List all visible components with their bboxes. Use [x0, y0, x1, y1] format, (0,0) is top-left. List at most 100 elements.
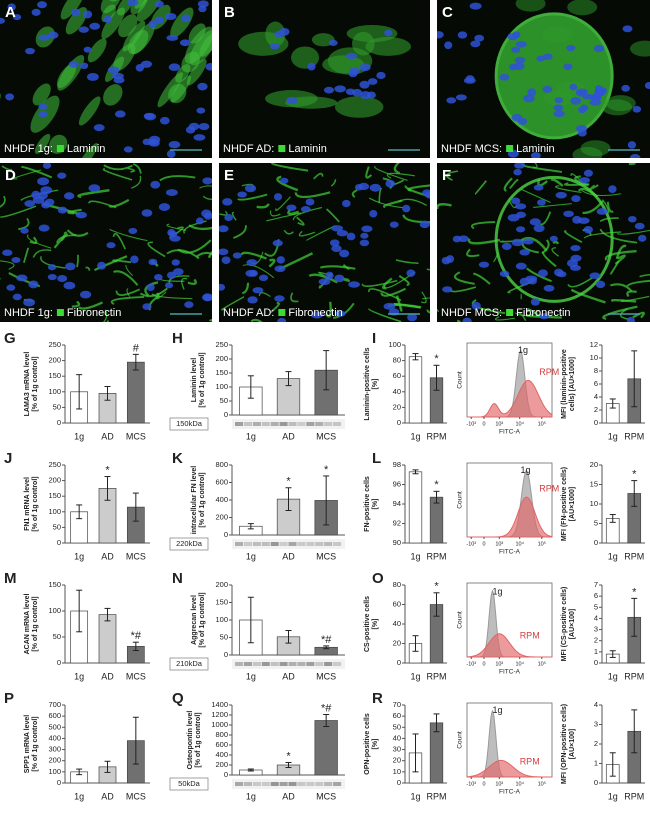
x-tick-label: AD [101, 551, 114, 561]
error-bar [609, 650, 616, 658]
blot-band [243, 422, 252, 426]
y-tick-label: 150 [48, 491, 61, 500]
fiber [66, 229, 89, 237]
nucleus [515, 40, 527, 48]
nucleus [247, 296, 258, 304]
fiber [361, 279, 398, 287]
blot-band [333, 542, 342, 546]
blot-band [315, 782, 324, 786]
fiber [386, 172, 415, 179]
fiber [374, 165, 408, 181]
nucleus [563, 63, 573, 71]
fiber [466, 248, 480, 258]
x-tick-label: -10³ [466, 661, 476, 667]
y-axis-label: intracellular FN level [191, 466, 198, 535]
blot-band [252, 662, 261, 666]
cell [87, 38, 107, 63]
fiber [166, 249, 200, 260]
y-axis-label: [%] [372, 739, 379, 750]
y-tick-label: 50 [220, 396, 228, 405]
fiber [32, 249, 52, 258]
x-tick-label: RPM [427, 551, 447, 561]
error-bar [609, 398, 616, 409]
error-bar [631, 709, 638, 754]
nucleus [123, 146, 133, 153]
error-bar [412, 353, 419, 361]
fiber [437, 308, 440, 313]
y-tick-label: 90 [393, 538, 401, 547]
blot-band [288, 662, 297, 666]
caption-cell-line: NHDF 1g: [4, 307, 53, 319]
y-tick-label: 200 [215, 354, 228, 363]
fiber [296, 216, 305, 226]
nucleus [12, 14, 22, 21]
nucleus [543, 284, 555, 292]
nucleus [169, 235, 181, 242]
nucleus [197, 82, 208, 91]
cell [103, 84, 123, 106]
x-tick-label: AD [282, 551, 295, 561]
nucleus [93, 124, 105, 132]
histogram-area [466, 759, 553, 778]
fiber [109, 228, 148, 242]
image-background [219, 0, 430, 158]
y-axis-label: MFI (laminin-positive [561, 349, 568, 419]
blot-band [252, 422, 261, 426]
x-tick-label: 10⁵ [538, 420, 546, 427]
significance-mark: *# [321, 702, 332, 714]
error-bar [631, 480, 638, 507]
cell [334, 96, 384, 118]
y-tick-label: 400 [215, 750, 228, 759]
nucleus [258, 274, 269, 282]
bar [408, 471, 423, 544]
cell [605, 95, 636, 112]
y-tick-label: 0 [57, 778, 61, 787]
y-tick-label: 50 [53, 402, 61, 411]
fiber [275, 196, 291, 211]
blot-band [315, 662, 324, 666]
nucleus [519, 249, 530, 256]
y-tick-label: 100 [215, 615, 228, 624]
fiber [270, 163, 309, 172]
y-tick-label: 400 [48, 733, 61, 742]
x-tick-label: MCS [316, 431, 336, 441]
y-axis-label: MFI (OPN-positive cells) [561, 704, 568, 784]
blot-band [306, 782, 315, 786]
fiber [144, 281, 159, 297]
error-bar [631, 597, 638, 637]
x-tick-label: 1g [246, 791, 256, 801]
x-tick-label: 10³ [495, 781, 503, 787]
y-tick-label: 80 [393, 356, 401, 365]
nucleus [383, 302, 396, 310]
y-tick-label: 20 [393, 402, 401, 411]
error-bar [433, 592, 440, 617]
image-content [238, 21, 411, 118]
y-tick-label: 1 [594, 647, 598, 656]
image-content [219, 163, 430, 322]
blot-band [243, 662, 252, 666]
western-blot: 50kDa [169, 777, 345, 791]
blot-band [270, 782, 279, 786]
blot-band [279, 782, 288, 786]
nucleus [342, 199, 351, 208]
panel-letter: L [372, 450, 381, 467]
panel-letter: R [372, 690, 383, 707]
nucleus [622, 25, 633, 33]
stain-swatch [506, 309, 514, 316]
y-tick-label: 0 [224, 410, 228, 419]
nucleus [111, 72, 124, 80]
nucleus [23, 298, 36, 307]
nucleus [31, 8, 41, 16]
nucleus [367, 78, 378, 85]
y-tick-label: 0 [57, 538, 61, 547]
significance-mark: * [434, 479, 439, 491]
nucleus [24, 200, 36, 208]
fiber [473, 272, 491, 285]
fiber [551, 247, 560, 257]
x-tick-label: AD [282, 431, 295, 441]
image-content [0, 163, 212, 322]
fiber [526, 308, 542, 319]
y-tick-label: 70 [393, 700, 401, 709]
y-tick-label: 60 [393, 599, 401, 608]
nucleus [142, 303, 152, 310]
